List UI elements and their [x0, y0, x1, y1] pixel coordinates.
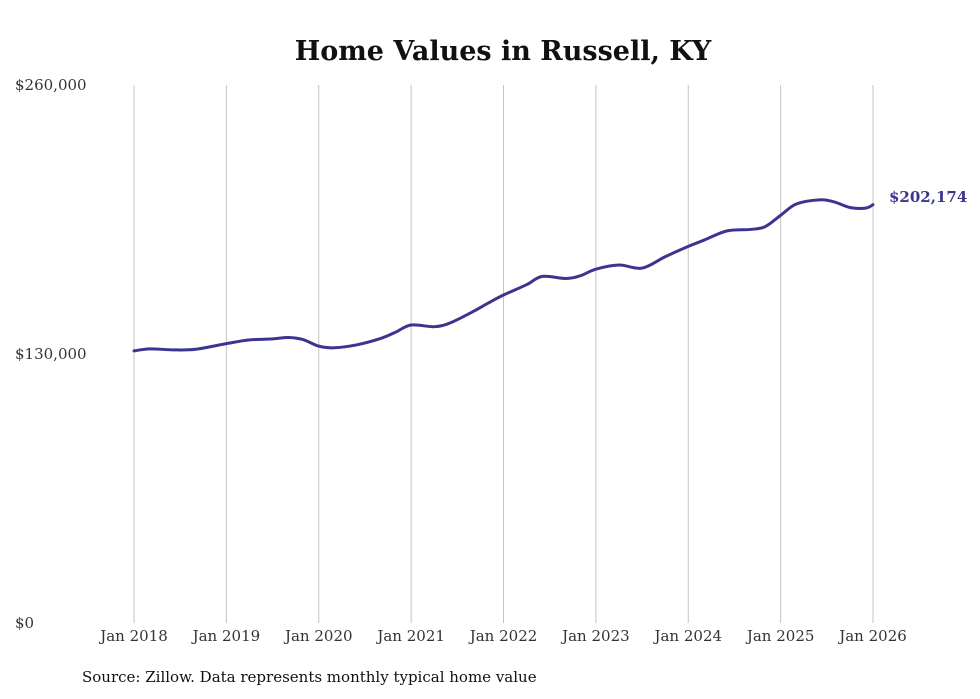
y-axis: $0 $130,000 $260,000 — [15, 76, 87, 632]
x-tick-label: Jan 2025 — [745, 627, 815, 645]
x-tick-label: Jan 2018 — [98, 627, 168, 645]
chart-title: Home Values in Russell, KY — [295, 36, 712, 67]
x-tick-label: Jan 2023 — [560, 627, 630, 645]
end-value-label: $202,174 — [889, 188, 967, 206]
x-tick-label: Jan 2021 — [375, 627, 445, 645]
x-tick-label: Jan 2022 — [468, 627, 538, 645]
gridlines — [133, 85, 874, 623]
source-note: Source: Zillow. Data represents monthly … — [82, 668, 537, 686]
y-tick-label: $0 — [15, 614, 34, 632]
y-tick-label: $260,000 — [15, 76, 87, 94]
x-tick-label: Jan 2020 — [283, 627, 353, 645]
x-axis: Jan 2018 Jan 2019 Jan 2020 Jan 2021 Jan 2022… — [98, 627, 907, 645]
y-tick-label: $130,000 — [15, 345, 87, 363]
x-tick-label: Jan 2024 — [652, 627, 722, 645]
x-tick-label: Jan 2019 — [191, 627, 261, 645]
x-tick-label: Jan 2026 — [837, 627, 907, 645]
series-line — [132, 198, 875, 353]
